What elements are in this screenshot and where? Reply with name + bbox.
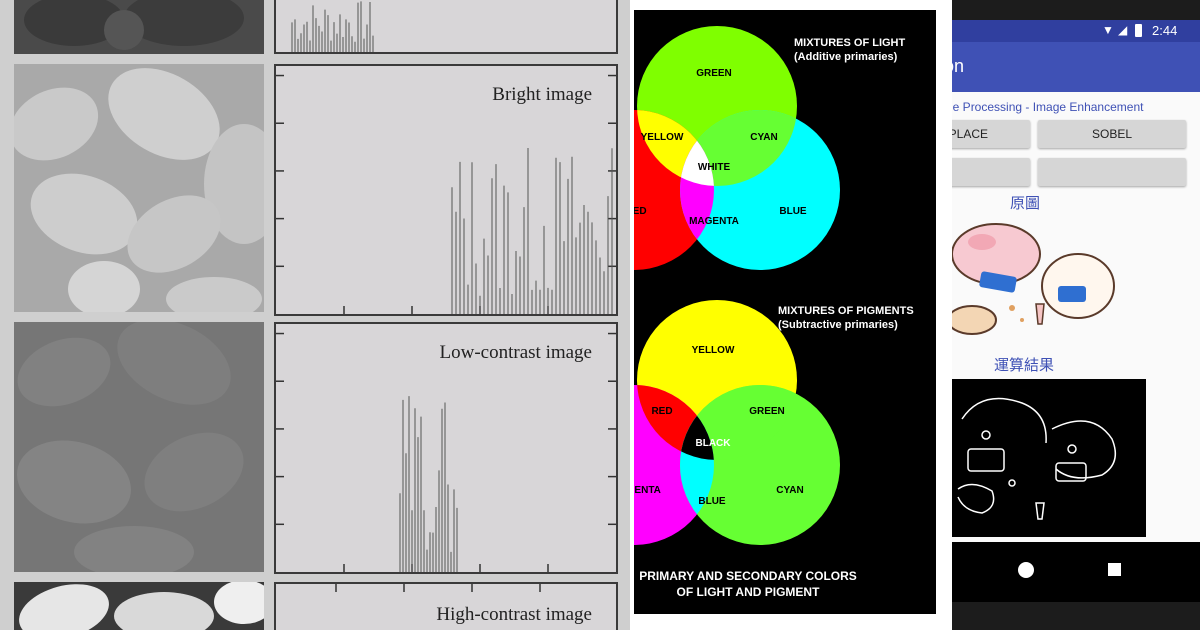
high-contrast-histogram: High-contrast image bbox=[274, 582, 618, 630]
dark-image-photo bbox=[14, 0, 264, 54]
additive-venn bbox=[634, 26, 840, 270]
edge-result-drawing bbox=[957, 397, 1117, 520]
laplace-button[interactable]: LAPLACE bbox=[952, 120, 1030, 148]
edge-result-image bbox=[952, 379, 1146, 537]
light-cyan-overlap bbox=[680, 110, 797, 186]
light-blue-label: BLUE bbox=[779, 206, 807, 217]
color-caption: PRIMARY AND SECONDARY COLORS OF LIGHT AN… bbox=[634, 568, 868, 600]
status-bar: ▼ ◢ 2:44 bbox=[952, 20, 1200, 42]
navigation-bar bbox=[952, 542, 1200, 602]
pigment-heading-line-2: (Subtractive primaries) bbox=[778, 319, 898, 331]
third-button[interactable] bbox=[952, 158, 1030, 186]
low-contrast-beans-picture bbox=[17, 322, 244, 572]
signal-icon: ◢ bbox=[1118, 23, 1128, 37]
battery-icon bbox=[1135, 24, 1142, 37]
low-contrast-image-photo bbox=[14, 322, 264, 572]
color-mixing-figure: GREEN YELLOW CYAN WHITE RED MAGENTA BLUE… bbox=[634, 10, 936, 614]
light-heading-line-2: (Additive primaries) bbox=[794, 51, 898, 63]
light-yellow-label: YELLOW bbox=[641, 132, 684, 143]
recents-icon[interactable] bbox=[1108, 563, 1121, 576]
venn-diagrams: GREEN YELLOW CYAN WHITE RED MAGENTA BLUE… bbox=[634, 26, 840, 545]
sobel-button[interactable]: SOBEL bbox=[1038, 120, 1186, 148]
light-heading: MIXTURES OF LIGHT (Additive primaries) bbox=[794, 36, 905, 64]
bright-histogram-label: Bright image bbox=[492, 84, 592, 105]
laplace-button-label: LAPLACE bbox=[952, 127, 989, 141]
app-title: Application bbox=[952, 56, 965, 76]
subtractive-venn bbox=[634, 300, 840, 545]
bright-beans-picture bbox=[14, 68, 264, 312]
wifi-icon: ▼ bbox=[1102, 23, 1114, 37]
pigment-yellow-label: YELLOW bbox=[692, 345, 735, 356]
low-contrast-histogram: Low-contrast image bbox=[274, 322, 618, 574]
pigment-heading: MIXTURES OF PIGMENTS (Subtractive primar… bbox=[778, 304, 914, 332]
histogram-figure: Bright image Low-contrast image bbox=[0, 0, 630, 630]
high-contrast-histogram-label: High-contrast image bbox=[436, 604, 592, 625]
pigment-black-label: BLACK bbox=[696, 438, 732, 449]
bright-histogram: Bright image bbox=[274, 64, 618, 316]
sobel-button-label: SOBEL bbox=[1091, 127, 1133, 141]
pigment-green-overlap bbox=[680, 385, 797, 460]
pigment-heading-line-1: MIXTURES OF PIGMENTS bbox=[778, 305, 914, 317]
light-heading-line-1: MIXTURES OF LIGHT bbox=[794, 37, 906, 49]
pigment-red-label: RED bbox=[651, 406, 672, 417]
light-red-label: RED bbox=[634, 206, 647, 217]
pigment-red-overlap bbox=[637, 385, 714, 460]
result-image-label: 運算結果 bbox=[994, 357, 1055, 374]
color-caption-line-1: PRIMARY AND SECONDARY COLORS bbox=[639, 569, 857, 583]
high-contrast-image-photo bbox=[14, 582, 264, 630]
pigment-green-label: GREEN bbox=[749, 406, 785, 417]
original-cartoon-image bbox=[952, 223, 1115, 335]
light-magenta-label: MAGENTA bbox=[689, 216, 739, 227]
android-phone: ▼ ◢ 2:44 Application Image Processing - … bbox=[952, 0, 1200, 630]
high-contrast-beans-picture bbox=[19, 582, 264, 630]
fourth-button[interactable] bbox=[1038, 158, 1186, 186]
color-caption-line-2: OF LIGHT AND PIGMENT bbox=[676, 585, 820, 599]
bright-image-photo bbox=[14, 64, 264, 312]
pigment-cyan-label: CYAN bbox=[776, 485, 803, 496]
light-green-label: GREEN bbox=[696, 68, 732, 79]
dark-image-texture bbox=[24, 0, 244, 50]
original-image-label: 原圖 bbox=[1010, 195, 1041, 212]
home-icon[interactable] bbox=[1018, 562, 1034, 578]
light-cyan-label: CYAN bbox=[750, 132, 777, 143]
app-bar: Application bbox=[952, 42, 1200, 92]
pigment-magenta-label: MAGENTA bbox=[634, 485, 661, 496]
light-yellow-overlap bbox=[637, 110, 714, 186]
low-contrast-histogram-label: Low-contrast image bbox=[439, 342, 592, 363]
app-content: Image Processing - Image Enhancement LAP… bbox=[952, 92, 1200, 542]
pigment-blue-label: BLUE bbox=[698, 496, 726, 507]
app-subtitle: Image Processing - Image Enhancement bbox=[952, 100, 1144, 114]
status-time: 2:44 bbox=[1152, 23, 1178, 38]
dark-histogram bbox=[274, 0, 618, 54]
light-white-label: WHITE bbox=[698, 162, 731, 173]
